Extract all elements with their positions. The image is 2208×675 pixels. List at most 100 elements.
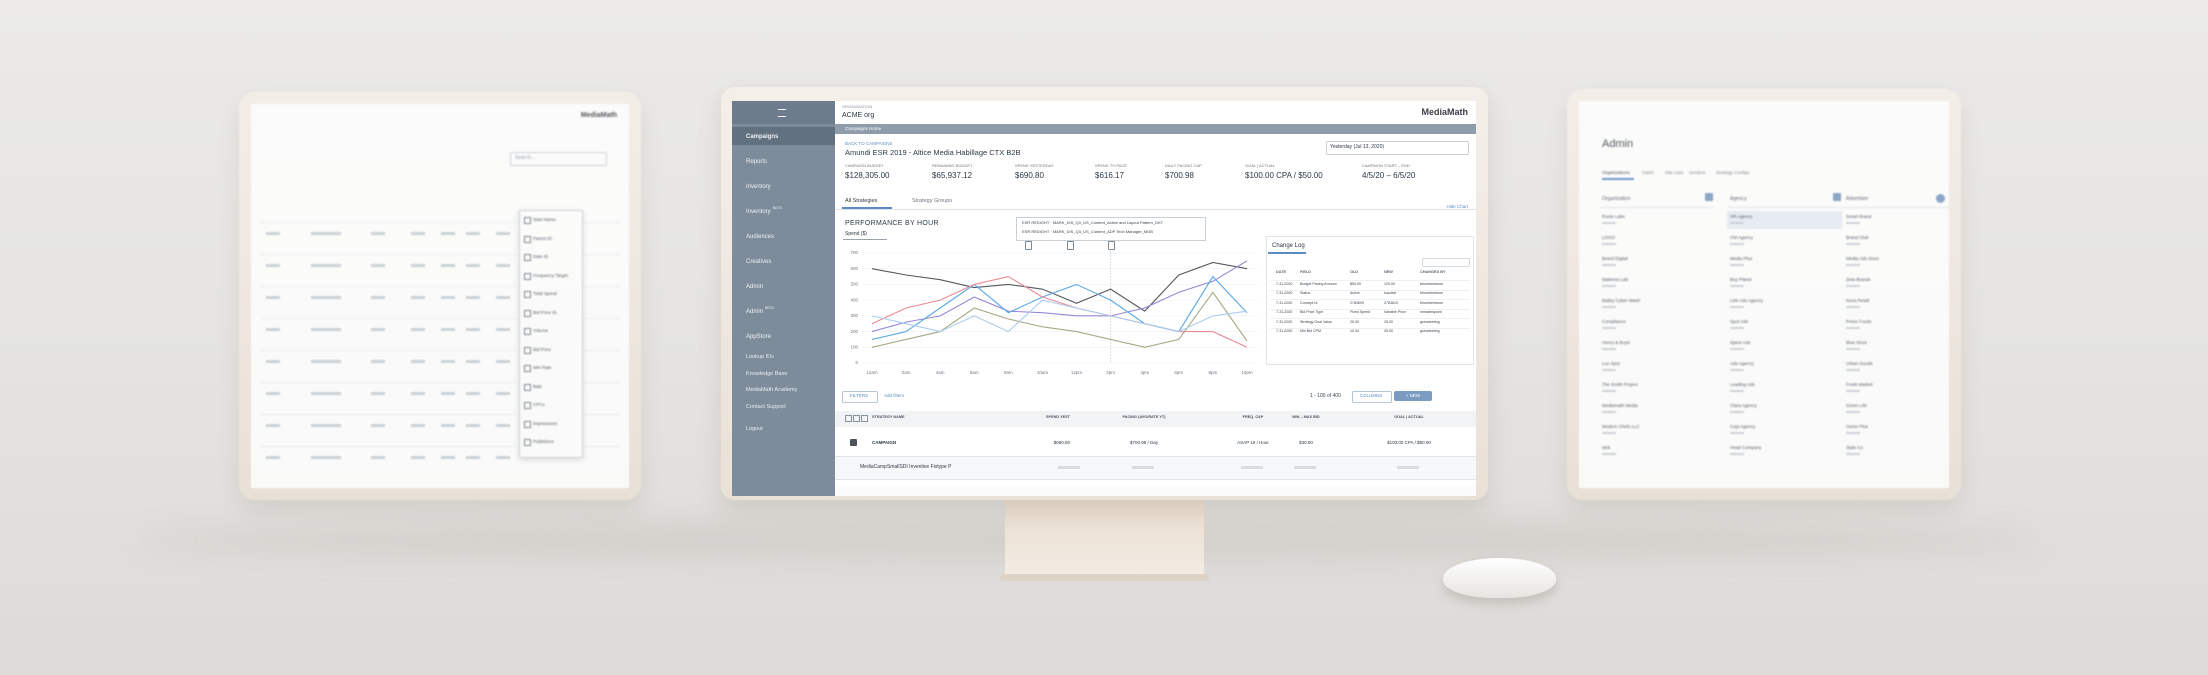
cell-placeholder bbox=[311, 232, 341, 235]
round-button[interactable] bbox=[1936, 194, 1945, 203]
cell-placeholder bbox=[411, 392, 425, 395]
cell-placeholder bbox=[266, 392, 280, 395]
nav-link[interactable]: Contact Support bbox=[746, 403, 786, 410]
checkbox[interactable] bbox=[524, 272, 531, 280]
list-item[interactable]: Mediamath Media bbox=[1602, 403, 1638, 408]
list-item[interactable]: CM Agency bbox=[1730, 235, 1754, 240]
date-select[interactable] bbox=[1326, 141, 1469, 155]
list-item[interactable]: Clara Agency bbox=[1730, 403, 1757, 408]
nav-item[interactable]: Admin bbox=[746, 309, 764, 315]
list-item[interactable]: Ads Agency bbox=[1730, 361, 1754, 366]
id-placeholder bbox=[1846, 390, 1860, 392]
id-placeholder bbox=[1730, 306, 1744, 308]
hide-chart[interactable]: Hide Chart bbox=[1446, 204, 1468, 209]
checkbox[interactable] bbox=[524, 365, 531, 372]
nav-item[interactable]: Audiences bbox=[746, 234, 775, 240]
list-item[interactable]: Zeta Brands bbox=[1846, 277, 1871, 282]
list-item[interactable]: Urban Goods bbox=[1846, 361, 1873, 366]
list-item[interactable]: Bailey Cyber Wash bbox=[1602, 298, 1641, 303]
add-filters[interactable]: Add filters bbox=[884, 393, 905, 398]
list-item[interactable]: LOGO bbox=[1602, 235, 1616, 240]
admin-tab[interactable]: Strategy Configs bbox=[1716, 170, 1750, 175]
checkbox[interactable] bbox=[524, 346, 531, 354]
list-item[interactable]: Spent Ads bbox=[1730, 340, 1751, 345]
list-item[interactable]: Modern Chefs LLC bbox=[1602, 424, 1640, 429]
list-item[interactable]: Prime Foods bbox=[1846, 319, 1872, 324]
checkbox[interactable] bbox=[524, 235, 531, 243]
metric-select[interactable] bbox=[843, 230, 887, 240]
checkbox[interactable] bbox=[524, 309, 531, 317]
columns-button[interactable] bbox=[1352, 391, 1392, 403]
list-item[interactable]: Compliance bbox=[1602, 319, 1626, 324]
org-select[interactable]: ACME org bbox=[842, 112, 875, 119]
checkbox[interactable] bbox=[524, 328, 531, 335]
checkbox[interactable] bbox=[524, 439, 531, 446]
id-placeholder bbox=[1602, 411, 1616, 413]
list-item[interactable]: Home Plus bbox=[1846, 424, 1869, 429]
list-item[interactable]: Link Ads Agency bbox=[1730, 298, 1764, 303]
nav-item[interactable]: Creatives bbox=[746, 259, 772, 265]
nav-link[interactable]: Knowledge Base bbox=[746, 370, 788, 377]
list-item[interactable]: alok bbox=[1602, 445, 1611, 450]
tab[interactable]: All Strategies bbox=[845, 198, 878, 204]
add-button[interactable] bbox=[1705, 193, 1713, 201]
nav-logout[interactable]: Logout bbox=[746, 426, 763, 432]
admin-tab[interactable]: Users bbox=[1642, 170, 1654, 175]
list-item[interactable]: Green Life bbox=[1846, 403, 1868, 408]
filters-button[interactable] bbox=[842, 391, 878, 403]
admin-tab[interactable]: Organizations bbox=[1602, 170, 1630, 175]
list-item[interactable]: Media Ads Store bbox=[1846, 256, 1880, 261]
add-button[interactable] bbox=[1833, 193, 1841, 201]
cell-placeholder bbox=[371, 232, 385, 235]
back-link[interactable]: BACK TO CAMPAIGNS bbox=[845, 141, 893, 146]
nav-link[interactable]: MediaMath Academy bbox=[746, 387, 798, 393]
nav-link[interactable]: Lookup IDs bbox=[746, 354, 774, 360]
new-button[interactable] bbox=[1394, 391, 1432, 401]
nav-item[interactable]: Campaigns bbox=[746, 134, 779, 140]
checkbox[interactable] bbox=[524, 217, 531, 224]
list-item[interactable]: Henry & Boyd bbox=[1602, 340, 1630, 345]
nav-item[interactable]: Inventory bbox=[746, 184, 771, 190]
header-icon bbox=[853, 415, 860, 422]
checkbox[interactable] bbox=[524, 383, 531, 391]
list-item[interactable]: HR Agency bbox=[1730, 214, 1753, 219]
list-item[interactable]: The Smith Project bbox=[1602, 382, 1638, 387]
list-item[interactable]: Brand Digital bbox=[1602, 256, 1628, 261]
nav-item[interactable]: AppStore bbox=[746, 334, 772, 340]
breadcrumb: Campaigns Home bbox=[845, 125, 882, 131]
list-item[interactable]: Blue Store bbox=[1846, 340, 1868, 345]
list-item[interactable]: Nova Retail bbox=[1846, 298, 1870, 303]
list-item[interactable]: Mattress Lab bbox=[1602, 277, 1629, 282]
search-box[interactable] bbox=[510, 152, 607, 166]
list-item[interactable]: Spot Ads bbox=[1730, 319, 1749, 324]
list-item[interactable]: Leading Ads bbox=[1730, 382, 1755, 387]
list-item[interactable]: Smart Brand bbox=[1846, 214, 1872, 219]
nav-item[interactable]: Inventory bbox=[746, 209, 771, 215]
list-item[interactable]: Lux Spot bbox=[1602, 361, 1620, 366]
admin-tab[interactable]: Site Lists bbox=[1665, 170, 1684, 175]
checkbox[interactable] bbox=[524, 420, 531, 428]
table-header: PACING (AVG/RATE YT) bbox=[1122, 415, 1166, 419]
list-item[interactable]: Media Plus bbox=[1730, 256, 1753, 261]
id-placeholder bbox=[1602, 369, 1616, 371]
search-box[interactable] bbox=[1422, 258, 1470, 267]
change-log-title: Change Log bbox=[1272, 243, 1305, 249]
checkbox[interactable] bbox=[524, 402, 531, 409]
nav-item[interactable]: Reports bbox=[746, 159, 768, 165]
nav-item[interactable]: Admin bbox=[746, 284, 764, 290]
checkbox[interactable] bbox=[524, 254, 531, 261]
checkbox[interactable] bbox=[524, 291, 531, 298]
list-item[interactable]: Buy Planet bbox=[1730, 277, 1752, 282]
campaign-cell: $690.80 bbox=[1053, 440, 1070, 445]
cell-placeholder bbox=[1241, 466, 1263, 469]
list-item[interactable]: Fresh Market bbox=[1846, 382, 1873, 387]
list-item[interactable]: Head Company bbox=[1730, 445, 1762, 450]
list-item[interactable]: Brand Club bbox=[1846, 235, 1869, 240]
list-item[interactable]: Roots Labs bbox=[1602, 214, 1625, 219]
admin-tab[interactable]: Vendors bbox=[1689, 170, 1706, 175]
strategy-name[interactable]: MediaCampSmallSDI Inventive Fixtype P bbox=[860, 464, 952, 470]
list-item[interactable]: Style Co bbox=[1846, 445, 1864, 450]
list-item[interactable]: Ceja Agency bbox=[1730, 424, 1756, 429]
id-placeholder bbox=[1846, 306, 1860, 308]
tab[interactable]: Strategy Groups bbox=[912, 198, 953, 204]
